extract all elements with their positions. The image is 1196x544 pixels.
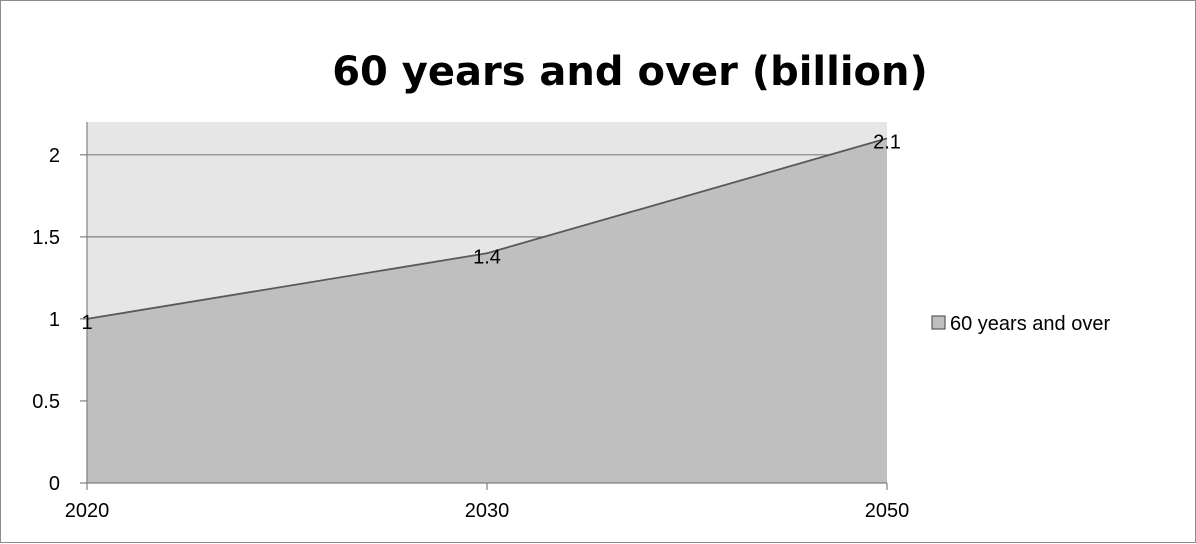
legend-marker [931, 315, 946, 330]
area-line [86, 137, 888, 320]
y-tick-label: 1.5 [32, 227, 60, 249]
y-tick-label: 2 [49, 145, 60, 167]
axes: 0 0.5 1 1.5 2 2020 2030 2050 [32, 122, 909, 522]
y-tick-label: 1 [49, 309, 60, 331]
data-labels: 1 1.4 2.1 [81, 131, 900, 334]
area-fill [87, 138, 887, 483]
y-tick-label: 0 [49, 473, 60, 495]
chart-title: 60 years and over (billion) [332, 49, 928, 95]
legend: 60 years and over [931, 313, 1110, 335]
data-label: 1 [81, 312, 92, 334]
x-tick-label: 2050 [865, 500, 910, 522]
y-tick-label: 0.5 [32, 391, 60, 413]
data-label: 1.4 [473, 246, 501, 268]
data-label: 2.1 [873, 131, 901, 153]
area-series [86, 137, 888, 483]
legend-label: 60 years and over [950, 313, 1110, 335]
x-tick-label: 2020 [65, 500, 110, 522]
x-tick-label: 2030 [465, 500, 510, 522]
